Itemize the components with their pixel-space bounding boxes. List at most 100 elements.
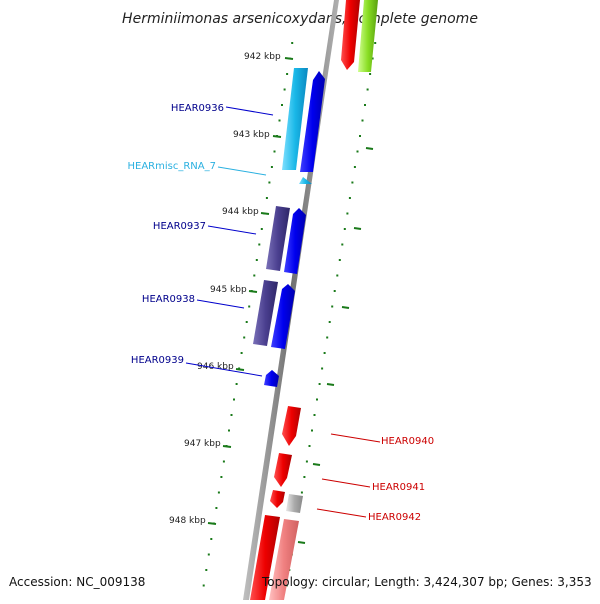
reverse-cds-block[interactable] [341, 0, 360, 70]
ruler-dot [336, 274, 339, 277]
ruler-dot [253, 274, 256, 277]
ruler-dot [366, 88, 369, 91]
forward-cds-block[interactable] [284, 208, 306, 274]
ruler-dot [258, 243, 261, 246]
ruler-dot [220, 476, 223, 478]
scale-tick-mark-right [297, 541, 306, 544]
forward-cds-block[interactable] [264, 370, 279, 387]
ruler-dot [356, 150, 359, 153]
ruler-dot [305, 460, 308, 463]
scale-tick-mark [207, 522, 217, 525]
ruler-dot [240, 352, 243, 354]
gene-label: HEAR0942 [368, 512, 421, 523]
feature-label-HEARmisc_RNA_7[interactable]: HEARmisc_RNA_7 [128, 161, 267, 176]
scale-tick-label: 945 kbp [210, 285, 247, 295]
scale-tick-label: 946 kbp [197, 362, 234, 372]
scale-tick-mark [272, 135, 282, 138]
reverse-cds-block[interactable] [282, 406, 301, 446]
grey-cds-block[interactable] [286, 494, 303, 513]
ruler-dot [230, 414, 233, 416]
ruler-dot [202, 584, 205, 587]
map-title: Herminiimonas arsenicoxydans, complete g… [122, 11, 478, 27]
topology-text: Topology: circular; Length: 3,424,307 bp… [261, 575, 592, 589]
ruler-dot [278, 119, 281, 122]
ruler-dot [260, 228, 263, 230]
ruler-dot [273, 150, 276, 153]
ruler-dot [371, 57, 374, 60]
feature-label-HEAR0940[interactable]: HEAR0940 [330, 433, 434, 447]
ruler-dot [369, 73, 372, 75]
scale-tick-mark-right [353, 227, 362, 230]
ruler-dot [359, 135, 361, 137]
gene-label: HEAR0937 [153, 221, 206, 232]
scale-tick-label: 943 kbp [233, 130, 270, 140]
ruler-dot [222, 460, 225, 463]
ruler-dot [205, 569, 208, 571]
ruler-dot [323, 352, 326, 354]
ruler-dot [346, 212, 349, 215]
gene-label: HEAR0938 [142, 294, 195, 305]
feature-label-HEAR0937[interactable]: HEAR0937 [153, 221, 257, 235]
ruler-dot [341, 243, 344, 246]
ruler-dot [338, 259, 341, 261]
ruler-dot [291, 42, 294, 44]
ruler-dot [255, 259, 258, 261]
feature-label-HEAR0942[interactable]: HEAR0942 [316, 508, 421, 523]
ruler-dot [215, 507, 218, 509]
green-cds-block[interactable] [358, 0, 378, 72]
forward-cds-block[interactable] [300, 71, 325, 172]
ruler-dot [348, 197, 351, 199]
feature-label-HEAR0939[interactable]: HEAR0939 [131, 355, 263, 377]
scale-tick-mark [284, 57, 294, 60]
ruler-dot [351, 181, 354, 184]
cog-cds-block[interactable] [266, 206, 290, 271]
reverse-cds-block[interactable] [274, 453, 292, 487]
ruler-dot [318, 383, 321, 385]
ruler-dot [235, 383, 238, 385]
ruler-dot [313, 414, 316, 416]
ruler-dot [326, 336, 329, 339]
scale-tick-mark-right [326, 383, 335, 386]
ruler-dot [248, 305, 251, 308]
reverse-cds-block[interactable] [250, 515, 280, 600]
feature-label-HEAR0936[interactable]: HEAR0936 [171, 103, 274, 116]
reverse-light-cds-block[interactable] [269, 519, 299, 600]
scale-tick-label: 948 kbp [169, 516, 206, 526]
ruler-dot [311, 429, 313, 432]
accession-text: Accession: NC_009138 [9, 575, 145, 589]
scale-tick-mark [222, 445, 232, 448]
misc-rna-block[interactable] [299, 177, 312, 184]
feature-label-HEAR0941[interactable]: HEAR0941 [321, 478, 425, 493]
scale-tick-label: 947 kbp [184, 439, 221, 449]
forward-cds-block[interactable] [271, 284, 295, 349]
gene-label: HEAR0941 [372, 482, 425, 493]
cog-cds-block[interactable] [253, 280, 278, 346]
scale-ticks: 942 kbp 943 kbp 944 kbp 945 kbp 946 kbp … [169, 52, 374, 544]
cog-cds-block[interactable] [282, 68, 308, 170]
ruler-dot [210, 538, 213, 540]
ruler-dot [321, 367, 324, 370]
ruler-dot [281, 104, 283, 106]
scale-tick-mark [248, 290, 258, 293]
ruler-dot [333, 290, 336, 292]
ruler-dot [303, 476, 306, 478]
ruler-dot [353, 166, 356, 168]
reverse-cds-block[interactable] [270, 490, 285, 508]
gene-label: HEARmisc_RNA_7 [128, 161, 217, 172]
ruler-dot [374, 42, 377, 44]
scale-tick-mark-right [312, 463, 321, 466]
ruler-dot [331, 305, 334, 308]
ruler-dot [245, 321, 248, 323]
ruler-dot [328, 321, 331, 323]
ruler-dot [270, 166, 273, 168]
ruler-dot [300, 491, 303, 494]
ruler-dot [233, 398, 235, 401]
scale-tick-mark [235, 368, 245, 371]
ruler-dot [217, 491, 220, 494]
scale-tick-mark-right [365, 147, 374, 150]
feature-label-HEAR0938[interactable]: HEAR0938 [142, 294, 245, 309]
ruler-dot [265, 197, 268, 199]
ruler-dot [243, 336, 246, 339]
ruler-dot [286, 73, 289, 75]
